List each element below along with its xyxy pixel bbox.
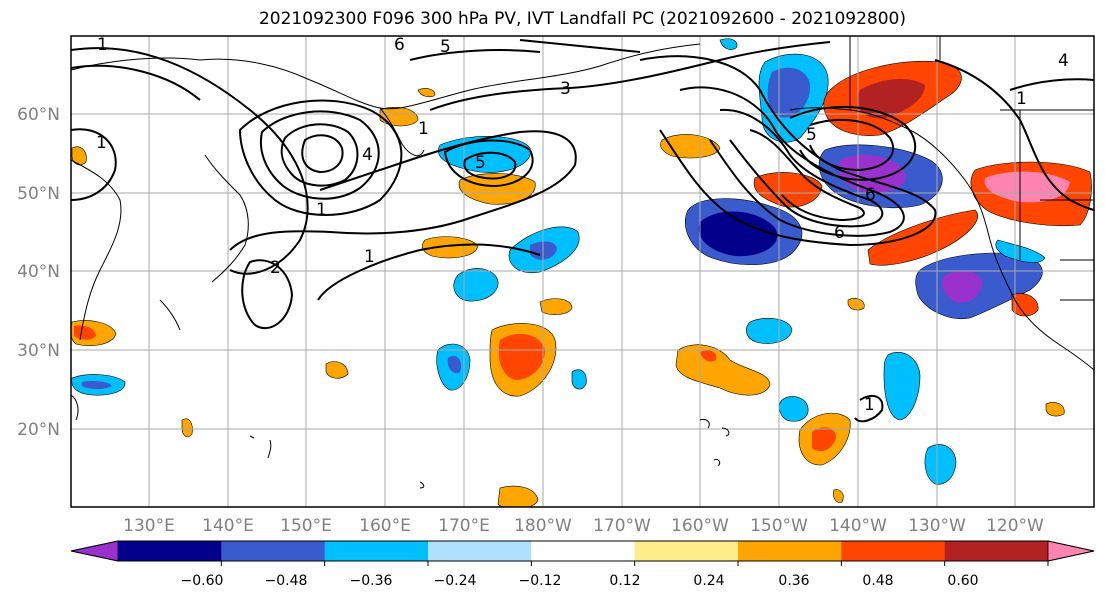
colorbar-segment: [531, 541, 636, 561]
map-title: 2021092300 F096 300 hPa PV, IVT Landfall…: [258, 9, 906, 29]
map-panel: 1 1 1 1 1 1 1 2 3 4 5 5 6 6 6 5 4: [71, 35, 1094, 507]
longitude-labels: 130°E 140°E 150°E 160°E 170°E 180°W 170°…: [123, 516, 1044, 536]
lat-label: 60°N: [17, 105, 60, 125]
contour-label: 4: [362, 145, 373, 165]
contour-label: 1: [864, 395, 875, 415]
contour-label: 3: [560, 79, 571, 99]
colorbar-tick-label: 0.60: [947, 573, 978, 589]
lon-label: 160°W: [671, 516, 729, 536]
colorbar-segment: [634, 541, 739, 561]
colorbar-tick-label: −0.12: [519, 573, 562, 589]
colorbar-segment: [841, 541, 946, 561]
lon-label: 130°E: [123, 516, 175, 536]
lon-label: 120°W: [986, 516, 1044, 536]
colorbar-tick-label: −0.24: [434, 573, 477, 589]
lon-label: 130°W: [908, 516, 966, 536]
contour-label: 1: [96, 133, 107, 153]
colorbar: [70, 540, 1095, 566]
contour-label: 1: [418, 119, 429, 139]
contour-label: 6: [865, 185, 876, 205]
latitude-labels: 60°N 50°N 40°N 30°N 20°N: [17, 105, 60, 440]
colorbar-tick-label: −0.48: [265, 573, 308, 589]
colorbar-frame: [70, 540, 1095, 562]
contour-label: 1: [1016, 89, 1027, 109]
colorbar-tick-label: 0.24: [693, 573, 724, 589]
coastlines: [71, 36, 1094, 489]
lat-label: 50°N: [17, 184, 60, 204]
contour-label: 4: [1058, 51, 1069, 71]
colorbar-extend-high: [1047, 540, 1095, 562]
lon-label: 170°E: [438, 516, 490, 536]
lon-label: 160°E: [359, 516, 411, 536]
lat-label: 30°N: [17, 341, 60, 361]
contour-label: 6: [834, 223, 845, 243]
lon-label: 140°W: [829, 516, 887, 536]
colorbar-segment: [738, 541, 842, 561]
lon-label: 150°W: [750, 516, 808, 536]
colorbar-extend-low: [70, 540, 119, 562]
colorbar-tick-label: 0.36: [778, 573, 809, 589]
lon-label: 150°E: [280, 516, 332, 536]
contour-label: 6: [394, 35, 405, 55]
contour-label: 5: [806, 125, 817, 145]
lat-label: 20°N: [17, 420, 60, 440]
contour-label: 1: [364, 247, 375, 267]
contour-label: 5: [475, 153, 486, 173]
contour-label: 1: [97, 35, 108, 55]
colorbar-tick-label: −0.36: [350, 573, 393, 589]
colorbar-segment: [944, 541, 1049, 561]
colorbar-tick-labels: −0.60 −0.48 −0.36 −0.24 −0.12 0.12 0.24 …: [181, 573, 979, 589]
contour-label: 5: [440, 37, 451, 57]
colorbar-segment: [324, 541, 429, 561]
colorbar-segment: [428, 541, 532, 561]
map-frame: [70, 35, 1095, 508]
lat-label: 40°N: [17, 262, 60, 282]
colorbar-tick-label: −0.60: [181, 573, 224, 589]
colorbar-tick-label: 0.12: [609, 573, 640, 589]
lon-label: 140°E: [202, 516, 254, 536]
contour-labels: 1 1 1 1 1 1 1 2 3 4 5 5 6 6 6 5 4: [96, 35, 1069, 415]
lon-label: 180°W: [514, 516, 572, 536]
pv-contours: [71, 39, 1094, 423]
lon-label: 170°W: [593, 516, 651, 536]
contour-label: 1: [316, 200, 327, 220]
graticule: [71, 36, 1094, 507]
colorbar-tick-label: 0.48: [862, 573, 893, 589]
colorbar-segment: [221, 541, 326, 561]
contour-label: 2: [270, 258, 281, 278]
colorbar-segment: [118, 541, 222, 561]
